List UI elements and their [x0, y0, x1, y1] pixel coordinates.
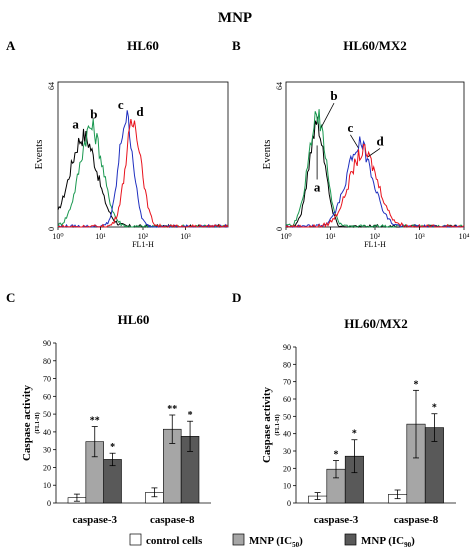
y-axis-sublabel: (FL1-H) — [34, 412, 41, 433]
histogram-series-c — [285, 136, 465, 228]
y-tick-label: 70 — [283, 378, 291, 387]
legend-swatch — [344, 533, 357, 546]
panel-letter: D — [232, 290, 241, 305]
panel-letter: C — [6, 290, 15, 305]
series-label-b: b — [330, 88, 337, 103]
legend-swatch — [129, 533, 142, 546]
y-tick-label: 10 — [283, 482, 291, 491]
y-tick-label: 0 — [47, 227, 56, 231]
series-label-d: d — [136, 104, 144, 119]
y-axis-label: Caspase activity — [21, 384, 33, 461]
x-axis-label: FL1-H — [132, 240, 154, 249]
series-label-a: a — [314, 179, 321, 194]
y-tick-label: 70 — [43, 375, 51, 384]
series-label-a: a — [72, 116, 79, 131]
y-tick-label: 0 — [47, 499, 51, 508]
series-label-c: c — [118, 97, 124, 112]
y-tick-label: 20 — [283, 464, 291, 473]
legend-label: control cells — [146, 535, 203, 547]
y-axis-label: Events — [33, 140, 45, 170]
y-tick-label: 90 — [43, 339, 51, 348]
legend-label: MNP (IC90) — [361, 535, 415, 549]
histogram-series-d — [57, 119, 229, 228]
significance-marker: * — [432, 403, 437, 414]
x-axis-label: FL1-H — [364, 240, 386, 249]
y-tick-label: 10 — [43, 481, 51, 490]
x-tick-label: 10⁰ — [52, 232, 63, 241]
histogram-series-b — [285, 109, 464, 228]
x-tick-label: 10¹ — [325, 232, 336, 241]
panel-letter: A — [6, 38, 16, 53]
significance-marker: ** — [167, 404, 177, 415]
series-pointer-c — [350, 134, 359, 148]
significance-marker: * — [414, 379, 419, 390]
series-label-d: d — [376, 133, 384, 148]
panel-d-bar-chart: D HL60/MX2 0 10 20 30 40 50 60 70 80 90 Caspase acti… — [232, 290, 456, 526]
x-tick-label: 10³ — [414, 232, 425, 241]
y-tick-label: 0 — [275, 227, 284, 231]
y-tick-label: 80 — [43, 357, 51, 366]
series-label-c: c — [348, 120, 354, 135]
histogram-series-c — [57, 110, 228, 228]
significance-marker: * — [352, 429, 357, 440]
y-tick-label: 20 — [43, 463, 51, 472]
panel-title: HL60 — [118, 312, 150, 327]
y-tick-label: 60 — [43, 392, 51, 401]
panel-letter: B — [232, 38, 241, 53]
y-axis-label: Events — [261, 140, 273, 170]
figure-title: MNP — [218, 10, 252, 26]
x-tick-label: 10³ — [180, 232, 191, 241]
category-label: caspase-8 — [150, 514, 195, 526]
y-tick-label: 30 — [283, 447, 291, 456]
series-label-b: b — [90, 106, 97, 121]
y-tick-label: 64 — [275, 82, 284, 90]
x-tick-label: 10² — [370, 232, 381, 241]
y-tick-label: 50 — [283, 412, 291, 421]
x-tick-label: 10⁴ — [459, 232, 470, 241]
category-label: caspase-8 — [394, 514, 439, 526]
histogram-series-d — [285, 143, 465, 228]
significance-marker: * — [334, 450, 339, 461]
y-tick-label: 40 — [43, 428, 51, 437]
panel-a-histogram: A HL60 10⁰ 10¹ 10² 10³ 0 64 FL1-H Events ab c d — [6, 38, 229, 249]
series-pointer-d — [367, 148, 381, 158]
y-tick-label: 0 — [287, 499, 291, 508]
panel-title: HL60 — [127, 38, 159, 53]
series-pointer-b — [320, 102, 335, 128]
y-axis-label: Caspase activity — [261, 386, 273, 463]
legend-swatch — [232, 533, 245, 546]
panel-title: HL60/MX2 — [343, 38, 407, 53]
category-label: caspase-3 — [314, 514, 359, 526]
panel-b-histogram: B HL60/MX2 10⁰ 10¹ 10² 10³ 10⁴ 0 64 FL1-H Events a b… — [232, 38, 470, 249]
panel-title: HL60/MX2 — [344, 316, 408, 331]
significance-marker: * — [110, 442, 115, 453]
y-tick-label: 60 — [283, 395, 291, 404]
y-tick-label: 40 — [283, 430, 291, 439]
y-axis-sublabel: (FL1-H) — [274, 414, 281, 435]
legend: control cells MNP (IC50) MNP (IC90) — [129, 533, 415, 549]
y-tick-label: 30 — [43, 446, 51, 455]
x-tick-label: 10⁰ — [280, 232, 291, 241]
significance-marker: ** — [90, 416, 100, 427]
x-tick-label: 10¹ — [95, 232, 106, 241]
y-tick-label: 90 — [283, 343, 291, 352]
plot-frame — [285, 81, 465, 228]
category-label: caspase-3 — [72, 514, 117, 526]
panel-c-bar-chart: C HL60 0 10 20 30 40 50 60 70 80 90 Caspase activity… — [6, 290, 211, 526]
y-tick-label: 64 — [47, 82, 56, 90]
legend-label: MNP (IC50) — [249, 535, 303, 549]
y-tick-label: 80 — [283, 360, 291, 369]
y-tick-label: 50 — [43, 410, 51, 419]
significance-marker: * — [188, 410, 193, 421]
x-tick-label: 10² — [138, 232, 149, 241]
